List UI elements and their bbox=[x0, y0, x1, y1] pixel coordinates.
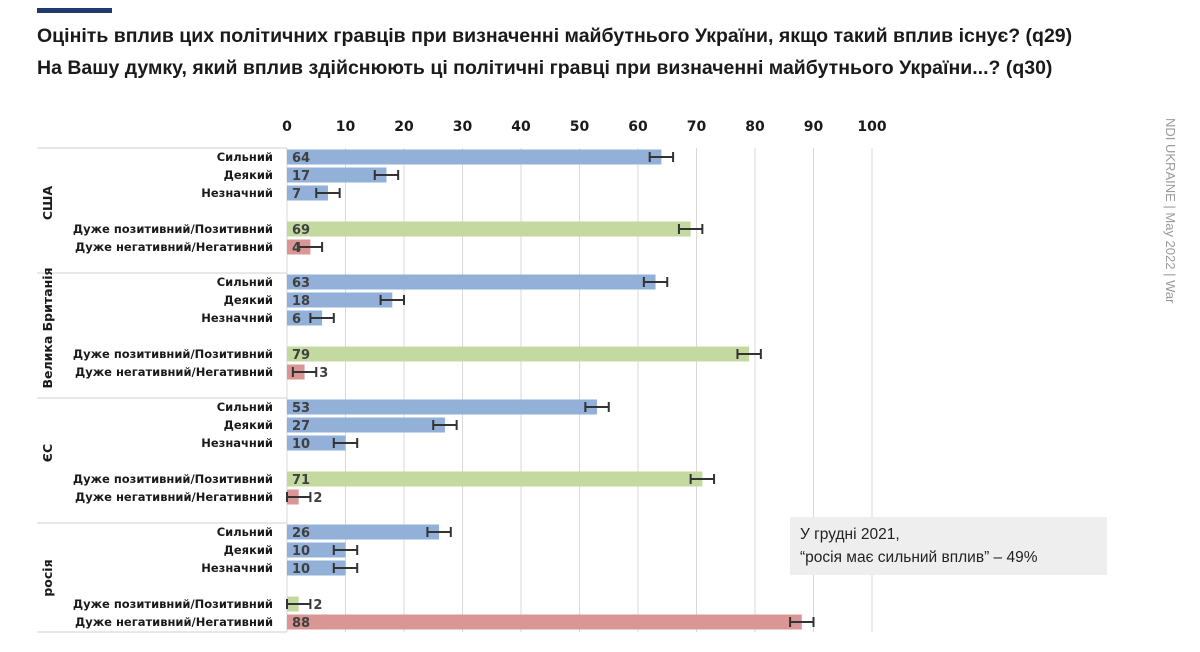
row-label: Сильний bbox=[217, 525, 273, 539]
data-label: 10 bbox=[292, 544, 310, 559]
x-tick-label: 0 bbox=[282, 119, 292, 135]
data-label: 53 bbox=[292, 401, 310, 416]
bar bbox=[287, 399, 598, 415]
data-label: 27 bbox=[292, 419, 310, 434]
row-label: Дуже негативний/Негативний bbox=[75, 490, 273, 504]
row-label: Незначний bbox=[201, 186, 273, 200]
x-tick-label: 50 bbox=[570, 119, 590, 135]
x-tick-label: 70 bbox=[687, 119, 707, 135]
data-label: 3 bbox=[319, 366, 328, 381]
source-label: NDI UKRAINE | May 2022 | War bbox=[1163, 118, 1178, 304]
bar bbox=[287, 274, 656, 290]
bar bbox=[287, 149, 662, 165]
group-label: ЄС bbox=[40, 444, 55, 462]
row-label: Дуже негативний/Негативний bbox=[75, 615, 273, 629]
data-label: 88 bbox=[292, 616, 310, 631]
bar bbox=[287, 310, 323, 326]
row-label: Незначний bbox=[201, 436, 273, 450]
bar bbox=[287, 167, 387, 183]
bar bbox=[287, 292, 393, 308]
chart-title-q30: На Вашу думку, який вплив здійснюють ці … bbox=[37, 57, 1053, 79]
note-line-1: У грудні 2021, bbox=[800, 526, 900, 543]
data-label: 26 bbox=[292, 526, 310, 541]
group-label: США bbox=[40, 186, 55, 221]
x-tick-label: 80 bbox=[745, 119, 765, 135]
row-label: Сильний bbox=[217, 400, 273, 414]
row-label: Деякий bbox=[224, 543, 273, 557]
bar bbox=[287, 471, 703, 487]
data-label: 10 bbox=[292, 437, 310, 452]
data-label: 4 bbox=[292, 241, 301, 256]
data-label: 79 bbox=[292, 348, 310, 363]
bar bbox=[287, 417, 445, 433]
bar bbox=[287, 524, 440, 540]
x-tick-label: 90 bbox=[804, 119, 824, 135]
group-label: Велика Британія bbox=[40, 267, 55, 388]
data-label: 64 bbox=[292, 151, 310, 166]
data-label: 2 bbox=[313, 598, 322, 613]
note-box: У грудні 2021, “росія має сильний вплив”… bbox=[790, 517, 1107, 575]
x-tick-label: 30 bbox=[453, 119, 473, 135]
data-label: 69 bbox=[292, 223, 310, 238]
row-label: Дуже позитивний/Позитивний bbox=[73, 472, 273, 486]
row-label: Сильний bbox=[217, 150, 273, 164]
row-label: Дуже позитивний/Позитивний bbox=[73, 347, 273, 361]
data-label: 6 bbox=[292, 312, 301, 327]
row-label: Дуже позитивний/Позитивний bbox=[73, 597, 273, 611]
group-label: росія bbox=[40, 559, 55, 596]
accent-bar bbox=[37, 8, 112, 13]
x-tick-label: 10 bbox=[336, 119, 356, 135]
row-label: Дуже позитивний/Позитивний bbox=[73, 222, 273, 236]
data-label: 63 bbox=[292, 276, 310, 291]
bar bbox=[287, 542, 346, 558]
bar bbox=[287, 185, 328, 201]
bar bbox=[287, 614, 802, 630]
bar bbox=[287, 560, 346, 576]
row-label: Деякий bbox=[224, 418, 273, 432]
data-label: 71 bbox=[292, 473, 310, 488]
data-label: 2 bbox=[313, 491, 322, 506]
row-label: Деякий bbox=[224, 293, 273, 307]
row-label: Дуже негативний/Негативний bbox=[75, 240, 273, 254]
data-label: 10 bbox=[292, 562, 310, 577]
data-label: 7 bbox=[292, 187, 301, 202]
data-label: 17 bbox=[292, 169, 310, 184]
row-label: Сильний bbox=[217, 275, 273, 289]
chart-title-q29: Оцініть вплив цих політичних гравців при… bbox=[37, 25, 1073, 47]
row-label: Незначний bbox=[201, 561, 273, 575]
bar bbox=[287, 221, 691, 237]
x-tick-label: 100 bbox=[857, 119, 886, 135]
bar bbox=[287, 346, 750, 362]
x-tick-label: 60 bbox=[628, 119, 648, 135]
row-label: Незначний bbox=[201, 311, 273, 325]
x-tick-label: 40 bbox=[511, 119, 531, 135]
data-label: 18 bbox=[292, 294, 310, 309]
bar bbox=[287, 435, 346, 451]
note-line-2: “росія має сильний вплив” – 49% bbox=[800, 549, 1038, 566]
row-label: Дуже негативний/Негативний bbox=[75, 365, 273, 379]
row-label: Деякий bbox=[224, 168, 273, 182]
x-tick-label: 20 bbox=[394, 119, 414, 135]
